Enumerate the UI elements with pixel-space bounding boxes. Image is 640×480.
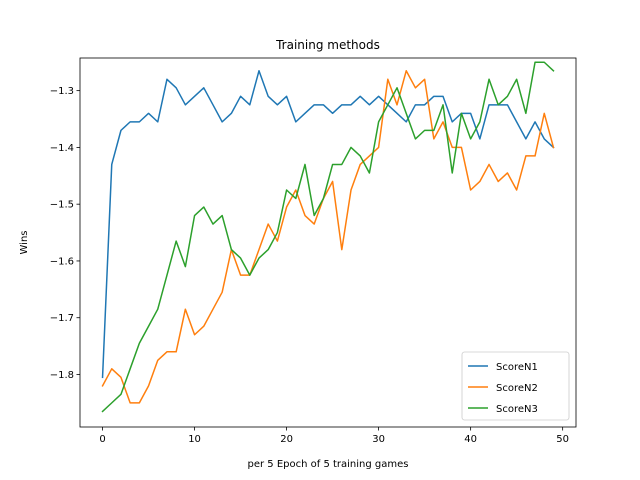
legend-label: ScoreN2 (496, 383, 538, 394)
y-tick-label: −1.5 (50, 200, 74, 211)
legend-label: ScoreN1 (496, 362, 538, 373)
y-tick-label: −1.3 (50, 86, 74, 97)
x-tick-label: 0 (99, 434, 105, 445)
y-tick-label: −1.8 (50, 370, 74, 381)
chart-title: Training methods (275, 38, 380, 52)
x-axis-label: per 5 Epoch of 5 training games (248, 459, 409, 470)
y-tick-label: −1.4 (50, 143, 74, 154)
plot-lines (101, 61, 555, 413)
y-axis: −1.8 −1.7 −1.6 −1.5 −1.4 −1.3 (50, 86, 80, 381)
x-axis: 0 10 20 30 40 50 (99, 427, 569, 445)
plot-frame (79, 57, 577, 428)
x-tick-label: 20 (280, 434, 293, 445)
legend-box (461, 351, 570, 421)
series-line-scoren2 (101, 70, 555, 404)
y-tick-label: −1.6 (50, 256, 74, 267)
x-tick-label: 40 (464, 434, 477, 445)
legend: ScoreN1 ScoreN2 ScoreN3 (461, 351, 570, 421)
x-tick-label: 30 (372, 434, 385, 445)
x-tick-label: 10 (188, 434, 201, 445)
x-tick-label: 50 (556, 434, 569, 445)
series-line-scoren3 (101, 61, 555, 413)
series-line-scoren1 (101, 70, 555, 379)
y-axis-label: Wins (19, 231, 30, 255)
legend-label: ScoreN3 (496, 404, 538, 415)
y-tick-label: −1.7 (50, 313, 74, 324)
